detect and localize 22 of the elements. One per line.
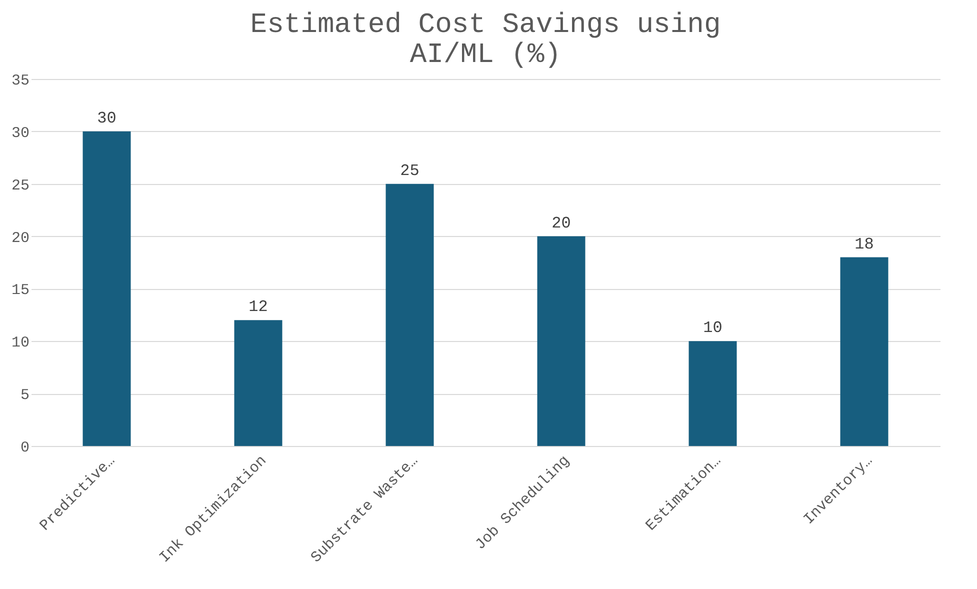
data-label: 20 xyxy=(552,214,571,232)
data-label: 18 xyxy=(854,235,874,254)
y-tick-label: 30 xyxy=(11,124,30,142)
data-label: 30 xyxy=(97,109,116,128)
data-label: 10 xyxy=(703,319,722,338)
text: Estimated Cost Savings using xyxy=(250,10,721,41)
data-label: 25 xyxy=(400,162,420,180)
y-tick-label: 25 xyxy=(11,177,30,194)
y-tick-label: 10 xyxy=(11,334,30,352)
data-label: 12 xyxy=(248,298,268,316)
y-tick-label: 5 xyxy=(20,387,30,404)
y-tick-label: 15 xyxy=(11,282,30,300)
bar xyxy=(234,320,282,446)
y-tick-label: 20 xyxy=(11,230,30,247)
y-tick-label: 35 xyxy=(11,72,30,90)
bar xyxy=(840,257,888,446)
text: AI/ML (%) xyxy=(410,40,562,71)
bar xyxy=(537,236,586,446)
bar xyxy=(688,341,737,446)
bar xyxy=(82,131,131,446)
bar xyxy=(386,184,434,446)
y-tick-label: 0 xyxy=(20,440,30,456)
